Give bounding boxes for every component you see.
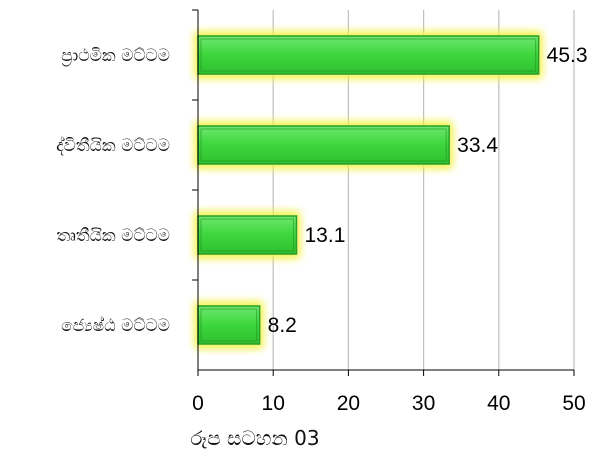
- category-label: ජ්‍යෙෂ්ඨ මට්ටම: [61, 316, 170, 336]
- x-tick-label: 50: [562, 392, 585, 415]
- bar-bevel: [200, 308, 258, 342]
- x-tick-label: 20: [337, 392, 360, 415]
- category-label: ද්විතීයික මට්ටම: [56, 136, 170, 156]
- bar-bevel: [200, 218, 295, 252]
- labels: 0 10 20 30 40 50 ප්‍රාථමික මට්ටම 45.3 ද්විතීයික …: [56, 44, 587, 415]
- x-tick-label: 40: [487, 392, 510, 415]
- bar-bevel: [200, 128, 447, 162]
- data-label: 8.2: [268, 314, 297, 337]
- x-tick-label: 30: [412, 392, 435, 415]
- bar-bevel: [200, 38, 537, 72]
- category-label: තෘතීයික මට්ටම: [56, 226, 170, 246]
- axes: [192, 9, 575, 376]
- category-label: ප්‍රාථමික මට්ටම: [61, 46, 170, 66]
- chart-caption: රූප සටහන 03: [190, 426, 319, 450]
- data-label: 45.3: [547, 44, 588, 67]
- x-tick-label: 10: [262, 392, 285, 415]
- data-label: 13.1: [305, 224, 346, 247]
- x-tick-label: 0: [192, 392, 204, 415]
- bars: [194, 31, 543, 349]
- data-label: 33.4: [457, 134, 498, 157]
- bar: [197, 35, 540, 75]
- bar: [197, 215, 298, 255]
- bar: [197, 305, 261, 345]
- bar: [197, 125, 450, 165]
